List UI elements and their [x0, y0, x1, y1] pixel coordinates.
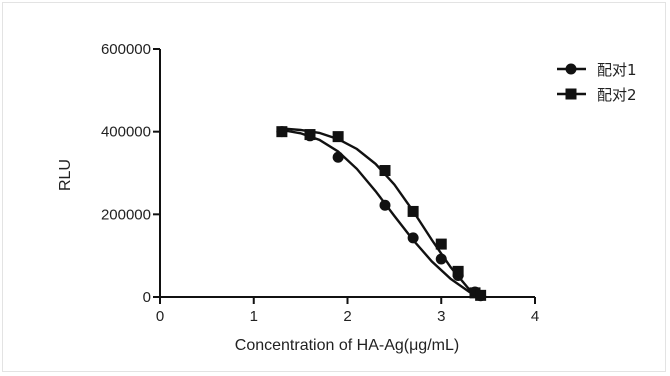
- chart-frame: [2, 2, 666, 372]
- axes: 0 1 2 3 4 0 200000 400000 600000: [101, 41, 539, 325]
- x-tick-label: 2: [343, 308, 351, 325]
- data-point-series-2: [379, 165, 391, 177]
- x-tick-label: 3: [437, 308, 445, 325]
- y-tick-label: 600000: [101, 41, 151, 58]
- fit-curves: [281, 127, 480, 299]
- data-point-series-2: [475, 289, 487, 301]
- legend-marker: [565, 88, 577, 100]
- fit-curve-series-1: [281, 128, 480, 299]
- data-point-series-2: [304, 129, 316, 141]
- legend-marker: [565, 63, 577, 75]
- data-point-series-2: [469, 287, 481, 299]
- x-axis-title: Concentration of HA-Ag(μg/mL): [235, 337, 459, 354]
- x-tick-label: 1: [250, 308, 258, 325]
- legend-label: 配对2: [597, 86, 637, 104]
- x-tick-label: 0: [156, 308, 164, 325]
- data-point-series-1: [407, 232, 419, 244]
- data-point-series-2: [452, 265, 464, 277]
- y-tick-label: 0: [143, 289, 151, 306]
- legend-label: 配对1: [597, 61, 637, 79]
- data-point-series-2: [407, 205, 419, 217]
- y-axis-title: RLU: [57, 159, 74, 191]
- data-point-series-2: [276, 126, 288, 138]
- data-points: [276, 126, 487, 302]
- data-point-series-1: [332, 151, 344, 163]
- data-point-series-2: [435, 238, 447, 250]
- y-tick-label: 400000: [101, 124, 151, 141]
- data-point-series-1: [435, 253, 447, 265]
- x-tick-label: 4: [531, 308, 539, 325]
- fit-curve-series-2: [281, 127, 480, 298]
- y-tick-label: 200000: [101, 206, 151, 223]
- data-point-series-2: [332, 131, 344, 143]
- data-point-series-1: [379, 199, 391, 211]
